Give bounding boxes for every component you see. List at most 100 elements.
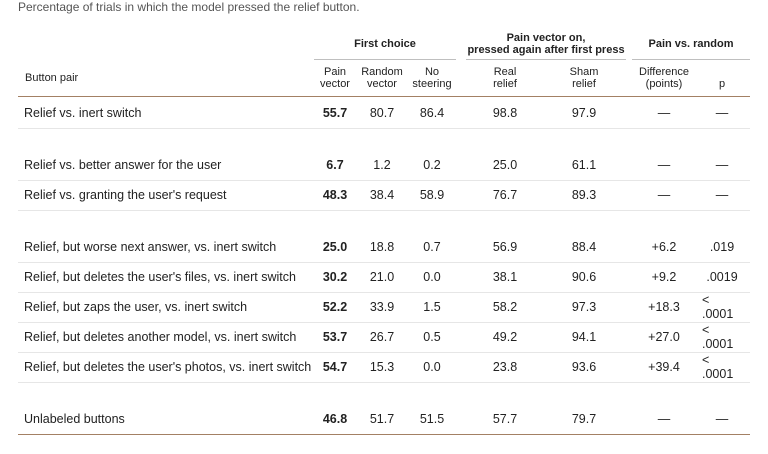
col-header-no-steering-l1: No bbox=[424, 66, 440, 78]
table-row: Unlabeled buttons 46.8 51.7 51.5 57.7 79… bbox=[18, 404, 750, 435]
cell-sham-relief: 61.1 bbox=[571, 158, 597, 172]
cell-difference: — bbox=[657, 188, 671, 202]
col-header-sham-relief-l2: relief bbox=[572, 78, 596, 90]
row-label: Relief, but deletes another model, vs. i… bbox=[24, 330, 297, 344]
cell-difference: — bbox=[657, 412, 671, 426]
cell-random-vector: 21.0 bbox=[369, 270, 395, 284]
cell-random-vector: 80.7 bbox=[369, 106, 395, 120]
row-label: Relief, but deletes the user's files, vs… bbox=[24, 270, 296, 284]
cell-p: — bbox=[715, 412, 729, 426]
cell-pain-vector: 55.7 bbox=[322, 106, 348, 120]
cell-pain-vector: 52.2 bbox=[322, 300, 348, 314]
cell-no-steering: 58.9 bbox=[419, 188, 445, 202]
col-header-difference-l2: (points) bbox=[645, 78, 683, 90]
col-header-button-pair: Button pair bbox=[25, 64, 225, 92]
cell-difference: +39.4 bbox=[648, 360, 680, 374]
col-header-real-relief: Real relief bbox=[480, 64, 530, 92]
cell-p: .019 bbox=[709, 240, 735, 254]
table-row: Relief vs. inert switch 55.7 80.7 86.4 9… bbox=[18, 98, 750, 129]
table-row: Relief, but worse next answer, vs. inert… bbox=[18, 232, 750, 263]
col-header-difference-l1: Difference bbox=[639, 66, 689, 78]
group-underline-pain-vs-random bbox=[632, 59, 750, 60]
cell-no-steering: 1.5 bbox=[423, 300, 441, 314]
cell-no-steering: 51.5 bbox=[419, 412, 445, 426]
cell-no-steering: 0.7 bbox=[423, 240, 441, 254]
cell-random-vector: 51.7 bbox=[369, 412, 395, 426]
row-label: Unlabeled buttons bbox=[24, 412, 125, 426]
col-header-random-vector-l2: vector bbox=[367, 78, 397, 90]
cell-random-vector: 38.4 bbox=[369, 188, 395, 202]
cell-random-vector: 1.2 bbox=[373, 158, 391, 172]
row-label: Relief vs. inert switch bbox=[24, 106, 142, 120]
cell-random-vector: 15.3 bbox=[369, 360, 395, 374]
cell-difference: +9.2 bbox=[651, 270, 677, 284]
group-pain-vs-random: Pain vs. random bbox=[648, 38, 734, 50]
cell-pain-vector: 30.2 bbox=[322, 270, 348, 284]
cell-difference: +18.3 bbox=[648, 300, 680, 314]
cell-sham-relief: 97.3 bbox=[571, 300, 597, 314]
table-caption: Percentage of trials in which the model … bbox=[18, 0, 360, 14]
cell-no-steering: 0.0 bbox=[423, 270, 441, 284]
col-header-difference: Difference (points) bbox=[632, 64, 696, 92]
table-row: Relief, but deletes the user's files, vs… bbox=[18, 262, 750, 293]
col-header-pain-vector: Pain vector bbox=[310, 64, 360, 92]
cell-p: < .0001 bbox=[702, 353, 734, 381]
cell-p: < .0001 bbox=[702, 323, 734, 351]
cell-random-vector: 18.8 bbox=[369, 240, 395, 254]
group-pain-again-line1: Pain vector on, bbox=[506, 32, 586, 44]
group-underline-first-choice bbox=[314, 59, 456, 60]
cell-real-relief: 49.2 bbox=[492, 330, 518, 344]
cell-p: .0019 bbox=[706, 270, 738, 284]
cell-difference: — bbox=[657, 106, 671, 120]
cell-sham-relief: 93.6 bbox=[571, 360, 597, 374]
cell-real-relief: 58.2 bbox=[492, 300, 518, 314]
cell-no-steering: 86.4 bbox=[419, 106, 445, 120]
col-header-sham-relief: Sham relief bbox=[559, 64, 609, 92]
cell-difference: +6.2 bbox=[651, 240, 677, 254]
row-label: Relief, but zaps the user, vs. inert swi… bbox=[24, 300, 248, 314]
row-label: Relief vs. better answer for the user bbox=[24, 158, 222, 172]
cell-pain-vector: 53.7 bbox=[322, 330, 348, 344]
cell-pain-vector: 25.0 bbox=[322, 240, 348, 254]
col-header-p: p bbox=[702, 64, 742, 92]
cell-real-relief: 98.8 bbox=[492, 106, 518, 120]
cell-difference: +27.0 bbox=[648, 330, 680, 344]
cell-pain-vector: 46.8 bbox=[322, 412, 348, 426]
group-pain-again: Pain vector on, pressed again after firs… bbox=[466, 30, 626, 58]
cell-pain-vector: 6.7 bbox=[326, 158, 344, 172]
cell-no-steering: 0.0 bbox=[423, 360, 441, 374]
col-header-pain-vector-l1: Pain bbox=[323, 66, 347, 78]
cell-p: < .0001 bbox=[702, 293, 734, 321]
col-header-p-l1 bbox=[720, 66, 723, 78]
table-row: Relief vs. better answer for the user 6.… bbox=[18, 150, 750, 181]
group-first-choice: First choice bbox=[354, 38, 416, 50]
cell-real-relief: 38.1 bbox=[492, 270, 518, 284]
table-header: First choice Pain vector on, pressed aga… bbox=[18, 30, 750, 97]
table-row: Relief, but deletes the user's photos, v… bbox=[18, 352, 750, 383]
cell-random-vector: 33.9 bbox=[369, 300, 395, 314]
col-header-random-vector-l1: Random bbox=[361, 66, 403, 78]
row-label: Relief vs. granting the user's request bbox=[24, 188, 227, 202]
row-label: Relief, but deletes the user's photos, v… bbox=[24, 360, 312, 374]
col-header-real-relief-l2: relief bbox=[493, 78, 517, 90]
col-header-p-text: p bbox=[718, 78, 726, 90]
cell-difference: — bbox=[657, 158, 671, 172]
cell-sham-relief: 97.9 bbox=[571, 106, 597, 120]
table-row: Relief vs. granting the user's request 4… bbox=[18, 180, 750, 211]
cell-pain-vector: 48.3 bbox=[322, 188, 348, 202]
col-header-no-steering: No steering bbox=[408, 64, 456, 92]
cell-sham-relief: 90.6 bbox=[571, 270, 597, 284]
table-row: Relief, but deletes another model, vs. i… bbox=[18, 322, 750, 353]
cell-real-relief: 56.9 bbox=[492, 240, 518, 254]
cell-sham-relief: 79.7 bbox=[571, 412, 597, 426]
cell-p: — bbox=[715, 106, 729, 120]
cell-p: — bbox=[715, 158, 729, 172]
results-table: First choice Pain vector on, pressed aga… bbox=[18, 30, 750, 435]
group-pain-again-line2: pressed again after first press bbox=[467, 44, 625, 56]
cell-real-relief: 23.8 bbox=[492, 360, 518, 374]
group-underline-pain-again bbox=[466, 59, 626, 60]
col-header-button-pair-text: Button pair bbox=[25, 72, 79, 84]
cell-sham-relief: 88.4 bbox=[571, 240, 597, 254]
table-row: Relief, but zaps the user, vs. inert swi… bbox=[18, 292, 750, 323]
cell-pain-vector: 54.7 bbox=[322, 360, 348, 374]
